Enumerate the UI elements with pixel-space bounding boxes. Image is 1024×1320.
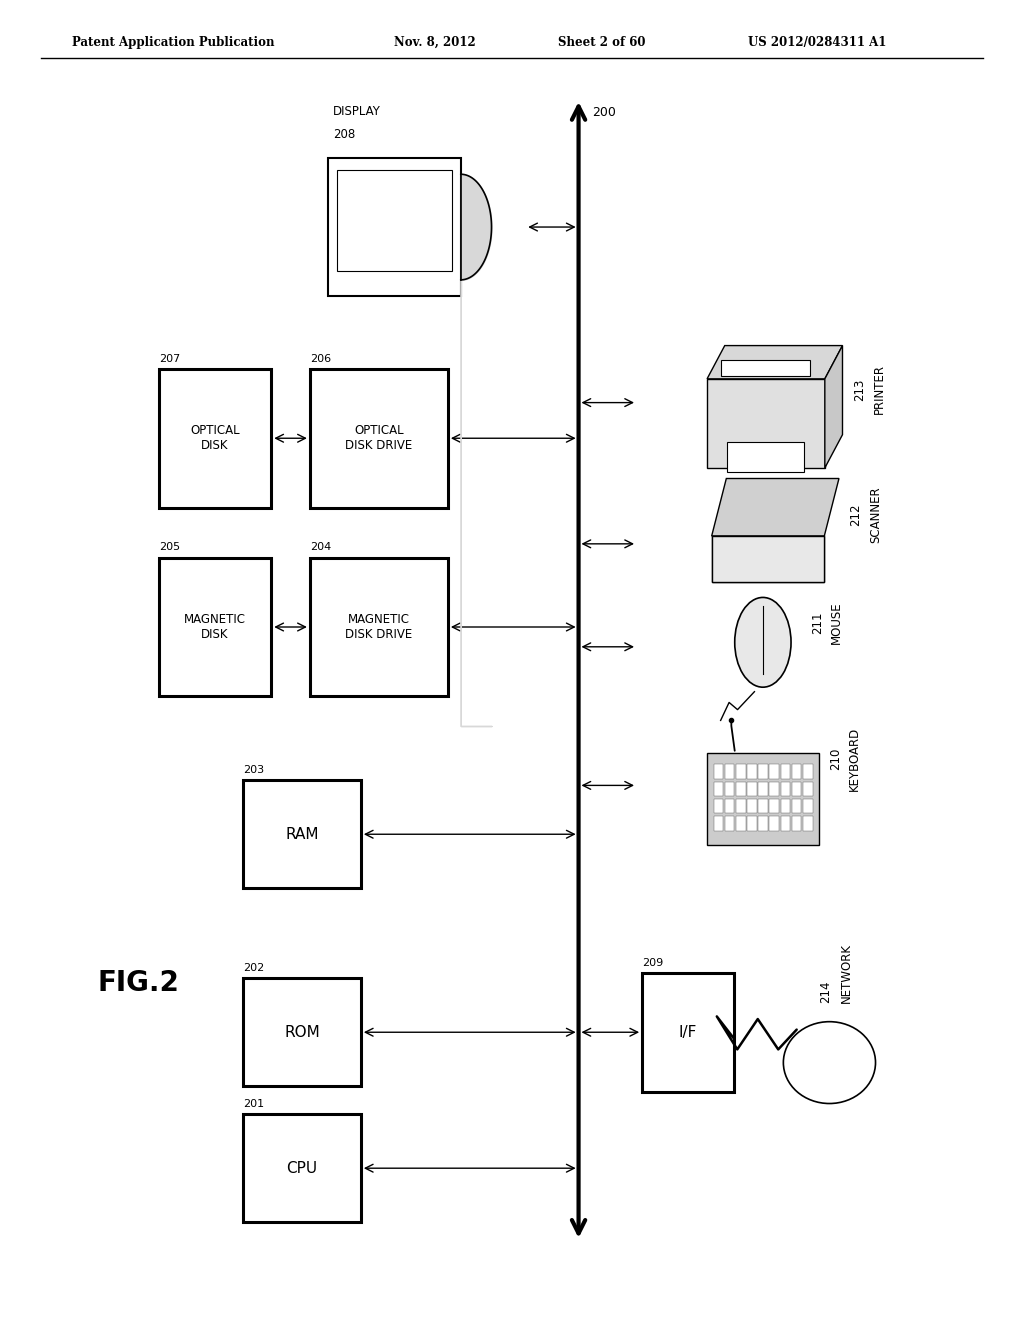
FancyBboxPatch shape xyxy=(714,816,723,830)
Text: 207: 207 xyxy=(159,354,180,363)
Text: 208: 208 xyxy=(333,128,355,141)
Text: FIG.2: FIG.2 xyxy=(97,969,179,998)
FancyBboxPatch shape xyxy=(725,799,734,813)
FancyBboxPatch shape xyxy=(803,816,812,830)
Text: 203: 203 xyxy=(244,764,264,775)
Text: 209: 209 xyxy=(642,957,664,968)
FancyBboxPatch shape xyxy=(309,557,449,697)
Text: 201: 201 xyxy=(244,1098,264,1109)
FancyBboxPatch shape xyxy=(309,368,449,507)
FancyBboxPatch shape xyxy=(714,764,723,779)
Polygon shape xyxy=(712,536,824,582)
FancyBboxPatch shape xyxy=(748,816,757,830)
Text: I/F: I/F xyxy=(679,1024,697,1040)
FancyBboxPatch shape xyxy=(759,799,768,813)
Ellipse shape xyxy=(735,598,791,688)
FancyBboxPatch shape xyxy=(748,799,757,813)
Text: OPTICAL
DISK DRIVE: OPTICAL DISK DRIVE xyxy=(345,424,413,453)
Text: CPU: CPU xyxy=(287,1160,317,1176)
FancyBboxPatch shape xyxy=(725,781,734,796)
FancyBboxPatch shape xyxy=(780,816,791,830)
Polygon shape xyxy=(707,346,843,379)
FancyBboxPatch shape xyxy=(780,799,791,813)
FancyBboxPatch shape xyxy=(707,379,825,469)
FancyBboxPatch shape xyxy=(792,799,802,813)
FancyBboxPatch shape xyxy=(159,368,271,507)
Text: 204: 204 xyxy=(309,543,331,552)
FancyBboxPatch shape xyxy=(736,799,745,813)
Text: Nov. 8, 2012: Nov. 8, 2012 xyxy=(394,36,476,49)
FancyBboxPatch shape xyxy=(328,158,461,297)
FancyBboxPatch shape xyxy=(748,764,757,779)
Text: 210: 210 xyxy=(829,748,843,770)
Text: ROM: ROM xyxy=(285,1024,319,1040)
FancyBboxPatch shape xyxy=(759,816,768,830)
Text: KEYBOARD: KEYBOARD xyxy=(848,727,861,791)
FancyBboxPatch shape xyxy=(721,360,810,376)
FancyBboxPatch shape xyxy=(759,781,768,796)
FancyBboxPatch shape xyxy=(736,764,745,779)
FancyBboxPatch shape xyxy=(714,781,723,796)
Text: Sheet 2 of 60: Sheet 2 of 60 xyxy=(558,36,645,49)
FancyBboxPatch shape xyxy=(780,781,791,796)
FancyBboxPatch shape xyxy=(803,764,812,779)
FancyBboxPatch shape xyxy=(244,780,360,888)
Polygon shape xyxy=(712,479,839,536)
FancyBboxPatch shape xyxy=(780,764,791,779)
Text: SCANNER: SCANNER xyxy=(869,487,883,543)
Text: MAGNETIC
DISK: MAGNETIC DISK xyxy=(184,612,246,642)
Text: MAGNETIC
DISK DRIVE: MAGNETIC DISK DRIVE xyxy=(345,612,413,642)
Text: 202: 202 xyxy=(244,962,264,973)
Text: DISPLAY: DISPLAY xyxy=(333,106,381,119)
Text: 213: 213 xyxy=(853,379,865,400)
FancyBboxPatch shape xyxy=(159,557,271,697)
FancyBboxPatch shape xyxy=(736,816,745,830)
FancyBboxPatch shape xyxy=(736,781,745,796)
FancyBboxPatch shape xyxy=(337,170,452,272)
Text: 206: 206 xyxy=(309,354,331,363)
Polygon shape xyxy=(825,346,843,469)
FancyBboxPatch shape xyxy=(769,781,779,796)
Text: 205: 205 xyxy=(159,543,180,552)
Text: NETWORK: NETWORK xyxy=(840,944,853,1003)
Text: RAM: RAM xyxy=(286,826,318,842)
Ellipse shape xyxy=(783,1022,876,1104)
FancyBboxPatch shape xyxy=(642,973,734,1092)
Text: 200: 200 xyxy=(592,106,615,119)
FancyBboxPatch shape xyxy=(748,781,757,796)
FancyBboxPatch shape xyxy=(769,764,779,779)
Text: US 2012/0284311 A1: US 2012/0284311 A1 xyxy=(748,36,886,49)
FancyBboxPatch shape xyxy=(792,764,802,779)
FancyBboxPatch shape xyxy=(707,752,819,845)
Text: 212: 212 xyxy=(849,503,862,527)
Text: MOUSE: MOUSE xyxy=(829,602,843,644)
Text: PRINTER: PRINTER xyxy=(873,364,886,414)
Text: OPTICAL
DISK: OPTICAL DISK xyxy=(190,424,240,453)
FancyBboxPatch shape xyxy=(725,816,734,830)
FancyBboxPatch shape xyxy=(792,781,802,796)
FancyBboxPatch shape xyxy=(769,816,779,830)
FancyBboxPatch shape xyxy=(803,799,812,813)
FancyBboxPatch shape xyxy=(714,799,723,813)
FancyBboxPatch shape xyxy=(792,816,802,830)
FancyBboxPatch shape xyxy=(712,535,824,582)
FancyBboxPatch shape xyxy=(244,1114,360,1222)
FancyBboxPatch shape xyxy=(725,764,734,779)
Text: 211: 211 xyxy=(811,611,824,635)
FancyBboxPatch shape xyxy=(803,781,812,796)
Text: Patent Application Publication: Patent Application Publication xyxy=(72,36,274,49)
Text: 214: 214 xyxy=(819,981,833,1003)
FancyBboxPatch shape xyxy=(769,799,779,813)
FancyBboxPatch shape xyxy=(727,442,804,471)
FancyBboxPatch shape xyxy=(244,978,360,1086)
FancyBboxPatch shape xyxy=(759,764,768,779)
